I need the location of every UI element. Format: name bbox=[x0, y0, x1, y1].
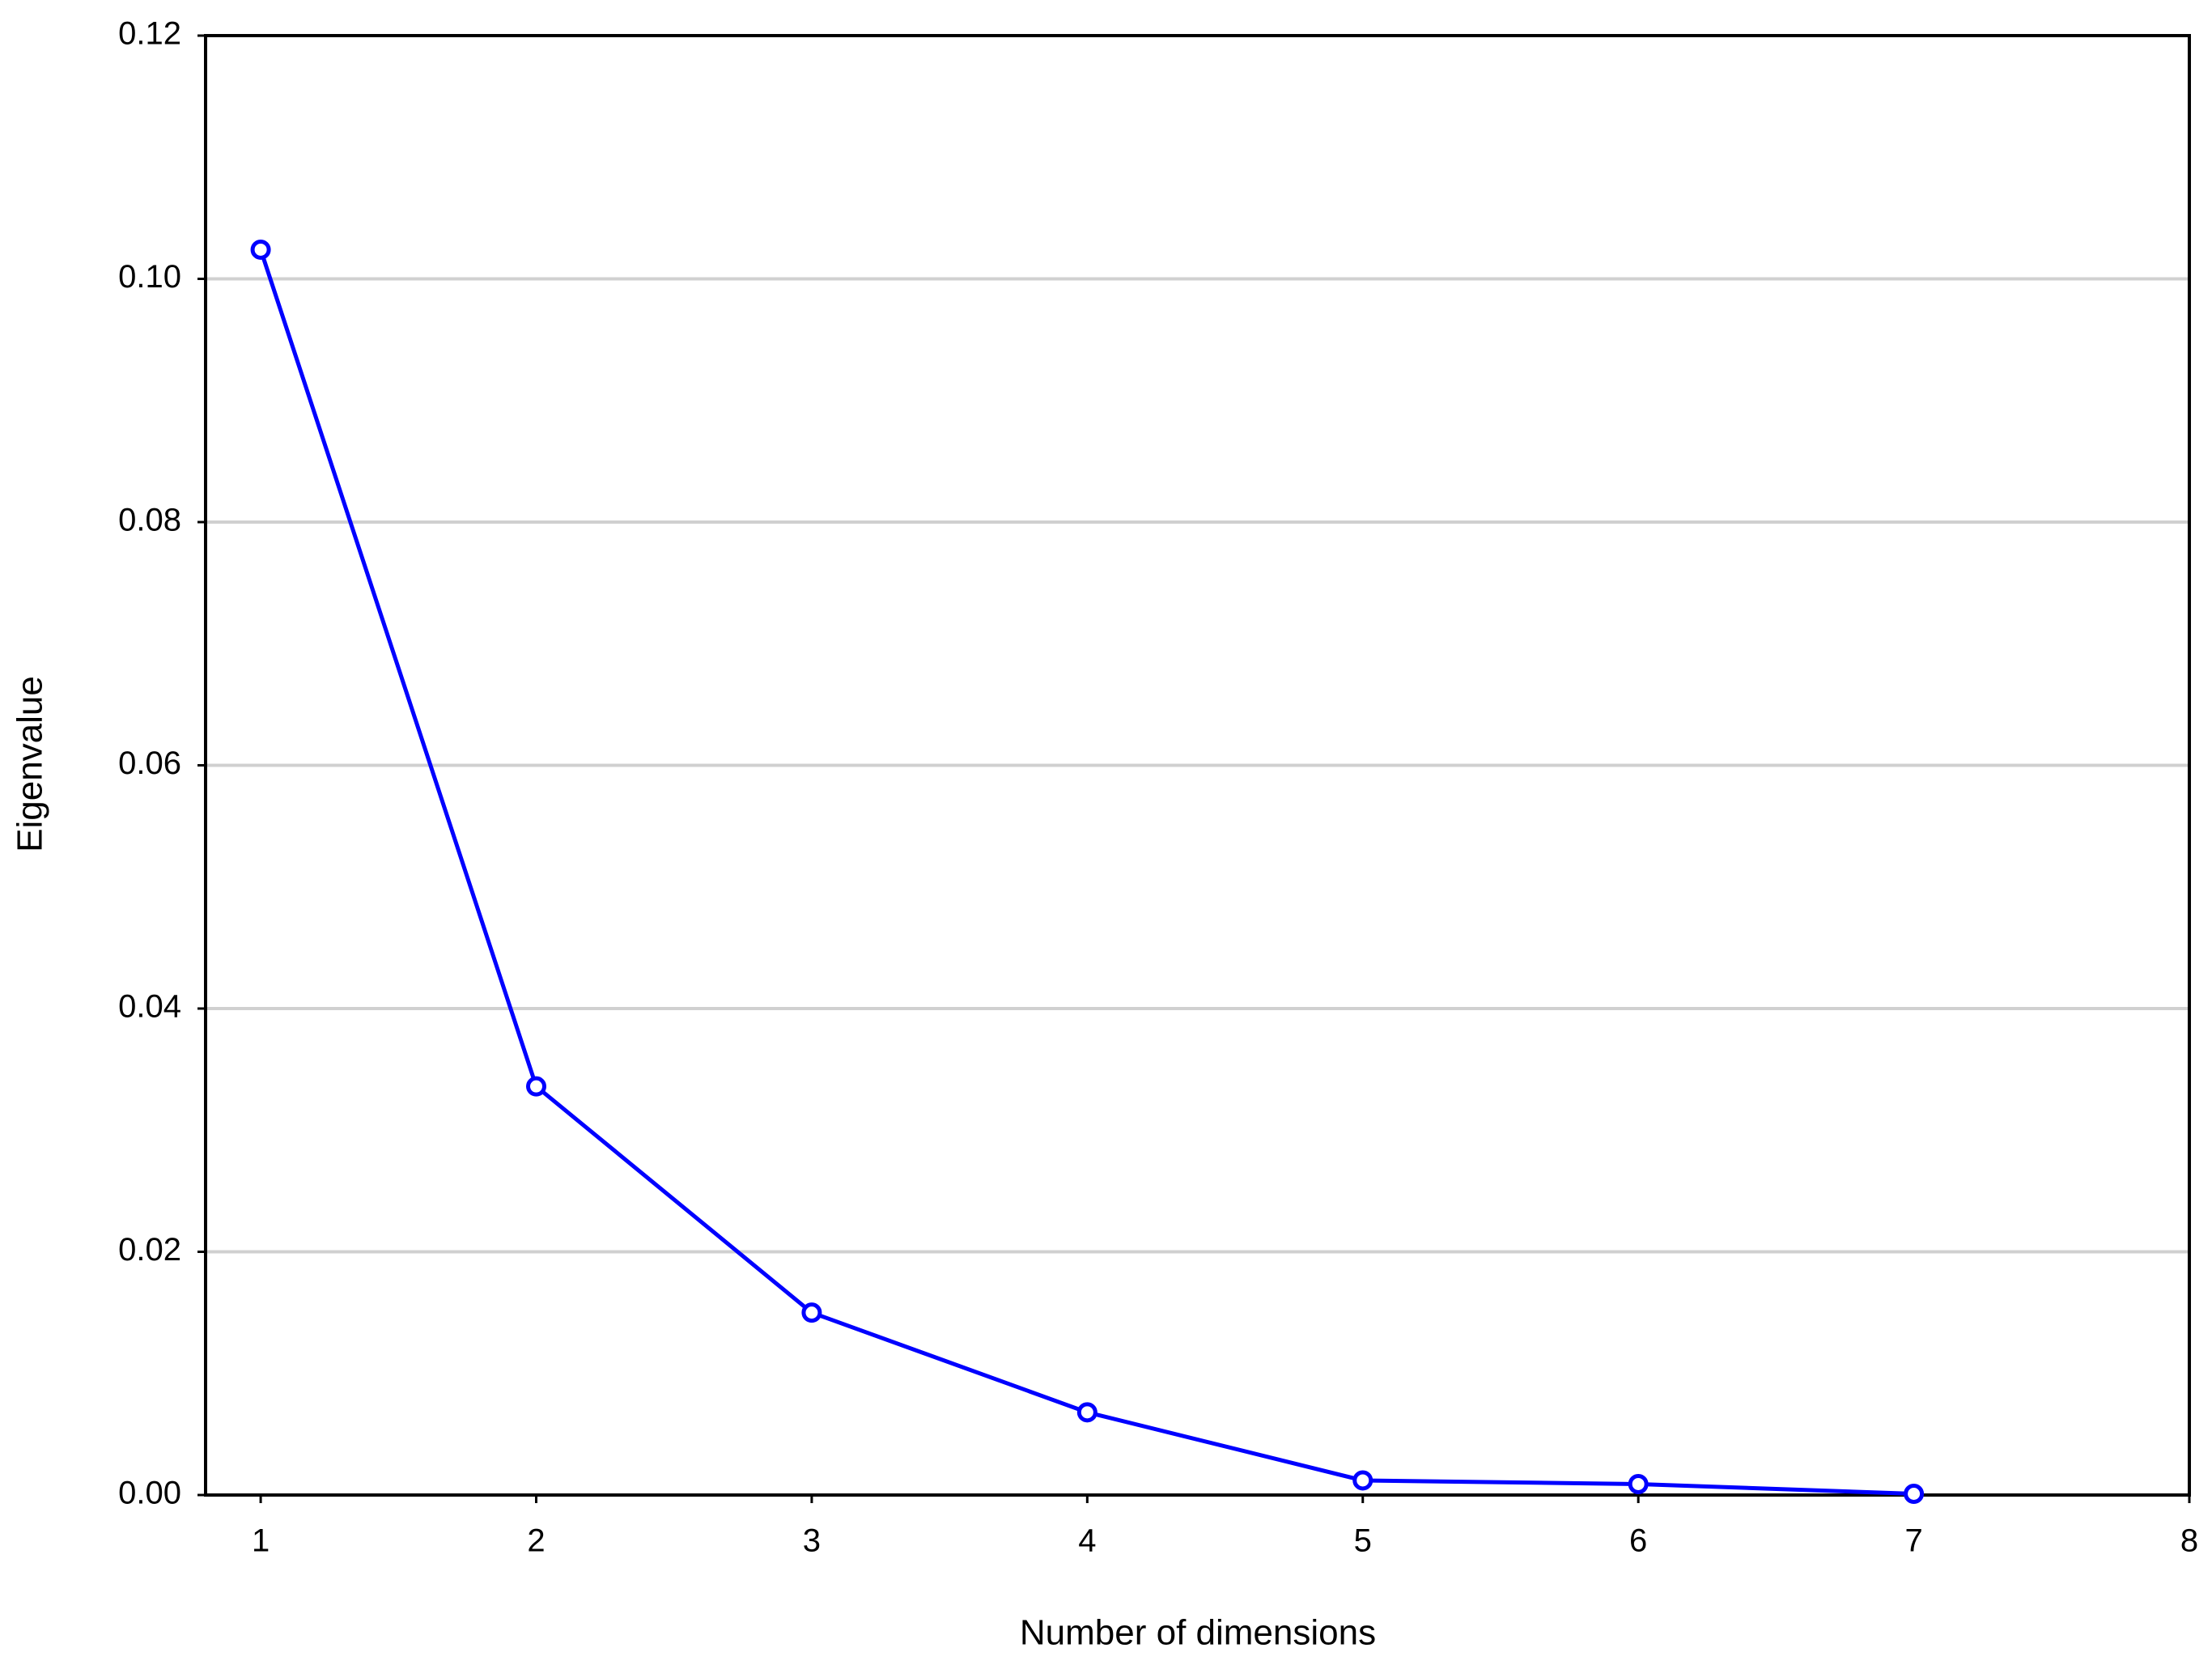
plot-frame bbox=[204, 34, 2191, 1497]
data-point bbox=[526, 1076, 546, 1097]
y-tick-label: 0.04 bbox=[118, 989, 181, 1025]
x-tick-label: 6 bbox=[1629, 1523, 1647, 1559]
y-tick-label: 0.02 bbox=[118, 1232, 181, 1268]
y-tick-label: 0.00 bbox=[118, 1476, 181, 1511]
x-tick-label: 1 bbox=[252, 1523, 270, 1559]
data-point bbox=[1628, 1473, 1649, 1494]
data-point bbox=[1352, 1470, 1373, 1491]
y-tick-label: 0.06 bbox=[118, 745, 181, 781]
y-tick-label: 0.10 bbox=[118, 259, 181, 295]
x-tick-label: 8 bbox=[2180, 1523, 2198, 1559]
x-tick-label: 4 bbox=[1078, 1523, 1096, 1559]
x-tick-label: 7 bbox=[1904, 1523, 1922, 1559]
data-point bbox=[1904, 1483, 1925, 1504]
data-point bbox=[801, 1302, 822, 1323]
x-tick-label: 3 bbox=[803, 1523, 821, 1559]
y-tick-label: 0.12 bbox=[118, 16, 181, 52]
y-axis-title: Eigenvalue bbox=[11, 676, 50, 852]
x-tick-label: 2 bbox=[527, 1523, 545, 1559]
y-tick-label: 0.08 bbox=[118, 503, 181, 538]
data-point bbox=[250, 239, 271, 260]
x-axis-title: Number of dimensions bbox=[1020, 1613, 1376, 1653]
data-point bbox=[1076, 1402, 1098, 1423]
x-tick-label: 5 bbox=[1354, 1523, 1372, 1559]
series-line bbox=[258, 248, 1914, 1496]
